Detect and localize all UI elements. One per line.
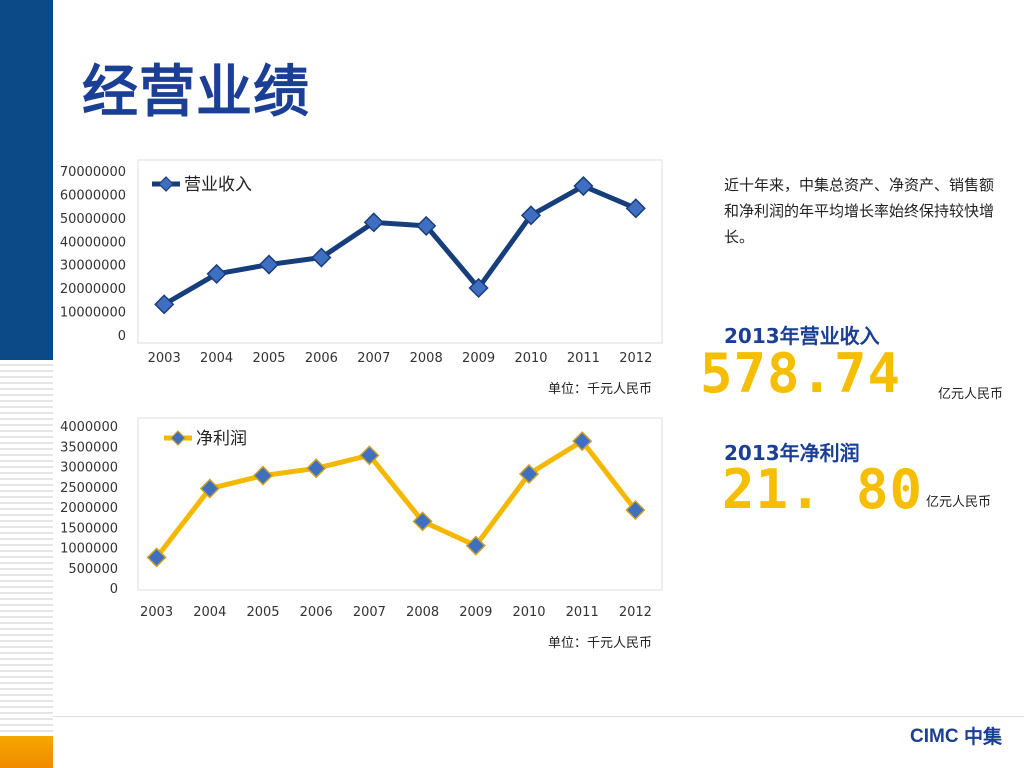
net-profit-x-tick-label: 2006 <box>300 605 333 620</box>
revenue-x-tick-label: 2011 <box>567 351 600 366</box>
revenue-x-tick-label: 2009 <box>462 351 495 366</box>
net-profit-x-tick-label: 2011 <box>566 605 599 620</box>
revenue-unit-note: 单位：千元人民币 <box>548 382 653 397</box>
revenue-2013-unit: 亿元人民币 <box>938 387 1004 402</box>
revenue-x-tick-label: 2003 <box>148 351 181 366</box>
revenue-2013-value: 578.74 <box>700 342 902 405</box>
revenue-legend-marker <box>158 176 174 192</box>
net-profit-x-tick-label: 2008 <box>406 605 439 620</box>
net-profit-y-tick-label: 1000000 <box>60 542 118 557</box>
net-profit-y-tick-label: 2000000 <box>60 501 118 516</box>
left-brand-bar <box>0 0 53 360</box>
net-profit-x-tick-label: 2012 <box>619 605 652 620</box>
net-profit-x-tick-label: 2004 <box>193 605 226 620</box>
revenue-series-line <box>161 183 639 307</box>
net-profit-plot-frame <box>137 417 663 591</box>
net-profit-data-point <box>572 431 593 452</box>
net-profit-y-tick-label: 2500000 <box>60 481 118 496</box>
net-profit-2013-value: 21. 80 <box>722 458 924 521</box>
revenue-y-tick-label: 30000000 <box>60 259 126 274</box>
footer-divider <box>53 716 1024 717</box>
revenue-y-tick-label: 70000000 <box>60 165 126 180</box>
net-profit-unit-note: 单位：千元人民币 <box>548 636 653 651</box>
net-profit-y-tick-label: 4000000 <box>60 420 118 435</box>
net-profit-data-point <box>465 535 486 556</box>
svg-text:中集: 中集 <box>964 725 1002 748</box>
cimc-logo-mark: CIMC 中集 <box>910 725 1003 748</box>
net-profit-series-line <box>154 438 638 560</box>
revenue-y-tick-label: 50000000 <box>60 212 126 227</box>
revenue-data-point <box>625 198 646 219</box>
revenue-data-point <box>573 175 594 197</box>
net-profit-legend-marker <box>170 430 186 446</box>
revenue-x-tick-label: 2004 <box>200 351 233 366</box>
revenue-y-tick-label: 10000000 <box>60 306 126 321</box>
revenue-data-point <box>416 215 437 236</box>
net-profit-data-point <box>306 458 327 479</box>
net-profit-y-tick-label: 1500000 <box>60 521 118 536</box>
revenue-x-tick-label: 2012 <box>619 351 652 366</box>
revenue-2013-label: 2013年营业收入 <box>724 324 880 348</box>
description-text: 近十年来，中集总资产、净资产、销售额和净利润的年平均增长率始终保持较快增长。 <box>724 176 995 246</box>
revenue-x-tick-label: 2007 <box>357 351 390 366</box>
revenue-data-point <box>258 254 280 275</box>
svg-text:CIMC: CIMC <box>910 726 959 747</box>
net-profit-2013-unit: 亿元人民币 <box>926 495 992 510</box>
net-profit-x-tick-label: 2009 <box>459 605 492 620</box>
revenue-y-tick-label: 0 <box>118 329 126 344</box>
revenue-legend-label: 营业收入 <box>184 175 252 195</box>
net-profit-x-tick-label: 2003 <box>140 605 173 620</box>
revenue-data-point <box>363 212 384 233</box>
net-profit-legend-label: 净利润 <box>196 429 247 449</box>
net-profit-data-point <box>252 465 274 486</box>
revenue-x-tick-label: 2008 <box>410 351 443 366</box>
net-profit-data-point <box>412 511 433 532</box>
page-title: 经营业绩 <box>82 60 310 125</box>
net-profit-x-tick-label: 2010 <box>512 605 545 620</box>
revenue-x-tick-label: 2006 <box>305 351 338 366</box>
net-profit-data-point <box>146 547 167 568</box>
revenue-plot-frame <box>137 159 663 344</box>
revenue-data-point <box>520 205 542 226</box>
left-striped-panel <box>0 360 53 736</box>
net-profit-x-tick-label: 2007 <box>353 605 386 620</box>
net-profit-y-tick-label: 3000000 <box>60 461 118 476</box>
net-profit-y-tick-label: 3500000 <box>60 440 118 455</box>
revenue-x-tick-label: 2010 <box>514 351 547 366</box>
net-profit-x-tick-label: 2005 <box>246 605 279 620</box>
left-orange-accent <box>0 736 53 768</box>
net-profit-2013-label: 2013年净利润 <box>724 441 860 465</box>
revenue-data-point <box>311 247 332 268</box>
net-profit-data-point <box>359 445 380 466</box>
net-profit-data-point <box>199 478 220 499</box>
revenue-x-tick-label: 2005 <box>252 351 285 366</box>
revenue-y-tick-label: 40000000 <box>60 235 126 250</box>
cimc-logo: CIMC 中集 <box>910 722 1003 754</box>
revenue-data-point <box>206 263 227 284</box>
net-profit-y-tick-label: 0 <box>110 582 118 597</box>
net-profit-y-tick-label: 500000 <box>68 562 118 577</box>
revenue-y-tick-label: 60000000 <box>60 188 126 203</box>
revenue-y-tick-label: 20000000 <box>60 282 126 297</box>
net-profit-data-point <box>518 463 540 485</box>
net-profit-data-point <box>625 499 646 521</box>
revenue-data-point <box>468 277 489 299</box>
revenue-data-point <box>154 294 175 315</box>
